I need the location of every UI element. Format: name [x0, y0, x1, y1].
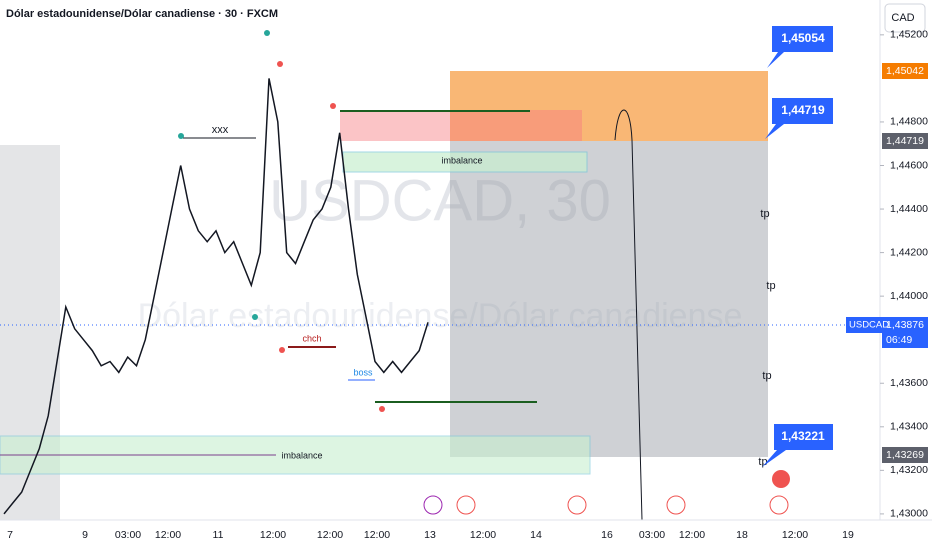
currency: CAD	[891, 12, 914, 24]
symbol-label: USDCAD	[849, 320, 889, 331]
y-tick-label: 1,44600	[890, 159, 928, 171]
event-icon[interactable]	[772, 470, 790, 488]
x-tick-label: 12:00	[155, 529, 181, 541]
projection-arrow	[614, 109, 643, 521]
price-badge-label: 1,45042	[886, 65, 924, 77]
annotation: tp	[766, 280, 775, 292]
x-tick-label: 7	[7, 529, 13, 541]
x-tick-label: 9	[82, 529, 88, 541]
order-block	[340, 110, 582, 141]
annotation: boss	[353, 367, 373, 377]
x-tick-label: 18	[736, 529, 748, 541]
pivot-dot	[279, 347, 285, 353]
event-icon[interactable]	[769, 495, 789, 515]
y-tick-label: 1,43000	[890, 508, 928, 520]
y-tick-label: 1,43400	[890, 421, 928, 433]
x-tick-label: 12:00	[317, 529, 343, 541]
price-line	[3, 78, 429, 515]
chart-title: Dólar estadounidense/Dólar canadiense · …	[6, 8, 278, 20]
pivot-dot	[277, 61, 283, 67]
price-badge	[882, 133, 928, 149]
x-tick-label: 12:00	[782, 529, 808, 541]
target-zone	[450, 71, 768, 141]
pivot-dot	[178, 133, 184, 139]
x-tick-label: 03:00	[115, 529, 141, 541]
y-tick-label: 1,45200	[890, 29, 928, 41]
pivot-dot	[330, 103, 336, 109]
pivot-dot	[264, 30, 270, 36]
x-tick-label: 11	[213, 529, 224, 541]
annotation: imbalance	[441, 155, 482, 165]
x-tick-label: 03:00	[639, 529, 665, 541]
target-label: 1,43221	[781, 429, 825, 443]
price-badge	[882, 447, 928, 463]
y-tick-label: 1,44400	[890, 203, 928, 215]
event-icon[interactable]	[456, 495, 476, 515]
target-callout: 1,43221	[762, 424, 833, 467]
price-badge-label: 1,44719	[886, 135, 924, 147]
y-tick-label: 1,44000	[890, 290, 928, 302]
pivot-dot	[252, 314, 258, 320]
annotation: tp	[758, 456, 767, 468]
annotation: tp	[762, 370, 771, 382]
x-tick-label: 14	[530, 529, 542, 541]
y-tick-label: 1,43200	[890, 464, 928, 476]
annotation: tp	[760, 208, 769, 220]
price-badge-label: 1,43269	[886, 449, 924, 461]
imbalance-zone	[0, 435, 591, 475]
x-tick-label: 12:00	[679, 529, 705, 541]
currency-button[interactable]	[884, 3, 926, 33]
price-badge	[882, 317, 928, 333]
y-tick-label: 1,43600	[890, 377, 928, 389]
watermark-name: Dólar estadounidense/Dólar canadiense	[138, 297, 743, 335]
target-label: 1,45054	[781, 31, 825, 45]
x-tick-label: 12:00	[470, 529, 496, 541]
annotation: imbalance	[281, 450, 322, 460]
stop-zone	[450, 141, 768, 457]
target-callout: 1,45054	[767, 26, 833, 68]
price-badge-label: 1,43876	[886, 319, 924, 331]
symbol-badge	[846, 317, 882, 333]
x-tick-label: 12:00	[260, 529, 286, 541]
x-tick-label: 16	[601, 529, 613, 541]
event-icon[interactable]	[666, 495, 686, 515]
target-callout: 1,44719	[765, 98, 833, 139]
pivot-dot	[379, 406, 385, 412]
x-tick-label: 19	[842, 529, 854, 541]
y-tick-label: 1,44800	[890, 116, 928, 128]
annotation: xxx	[212, 124, 229, 136]
price-badge	[882, 332, 928, 348]
price-badge	[882, 63, 928, 79]
event-icon[interactable]	[423, 495, 443, 515]
annotation: chch	[302, 333, 321, 343]
y-tick-label: 1,44200	[890, 246, 928, 258]
event-icon[interactable]	[567, 495, 587, 515]
price-badge-label: 06:49	[886, 334, 912, 346]
target-label: 1,44719	[781, 103, 825, 117]
x-tick-label: 12:00	[364, 529, 390, 541]
x-tick-label: 13	[424, 529, 436, 541]
